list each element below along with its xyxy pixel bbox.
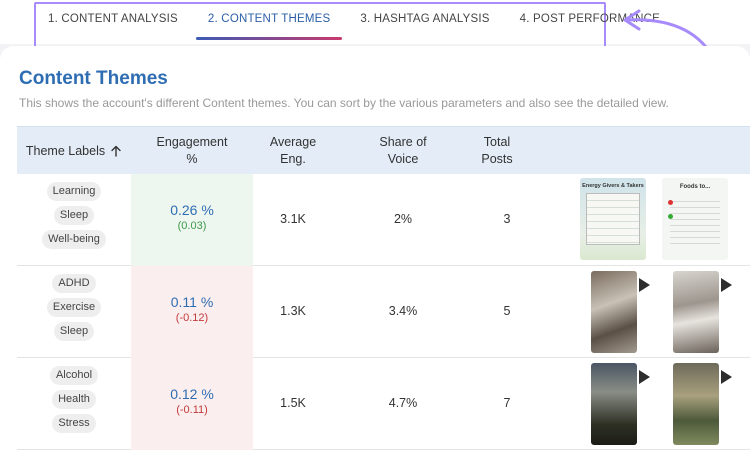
themes-table: Theme Labels Engagement% Average Eng. Sha…	[17, 126, 750, 450]
content-themes-card: Content Themes This shows the account's …	[0, 46, 750, 451]
section-title: Content Themes	[19, 68, 168, 89]
share-of-voice-value: 2%	[393, 212, 413, 226]
share-of-voice-value: 4.7%	[388, 396, 418, 410]
theme-chip[interactable]: Well-being	[42, 230, 106, 249]
header-total-posts[interactable]: Total Posts	[481, 135, 513, 166]
video-thumbnail[interactable]	[591, 363, 637, 445]
tab-hashtag-analysis[interactable]: 3. HASHTAG ANALYSIS	[360, 13, 490, 25]
engagement-delta: (-0.12)	[175, 312, 209, 324]
tabs-highlight-box: 1. CONTENT ANALYSIS 2. CONTENT THEMES 3.…	[34, 2, 660, 48]
video-thumbnail[interactable]	[673, 363, 719, 445]
tab-post-performance[interactable]: 4. POST PERFORMANCE	[519, 13, 661, 25]
theme-chip[interactable]: Sleep	[53, 322, 95, 341]
header-share-of-voice[interactable]: Share of Voice	[379, 135, 427, 166]
theme-chip[interactable]: Sleep	[53, 206, 95, 225]
theme-chip[interactable]: Stress	[52, 414, 96, 433]
engagement-delta: (-0.11)	[176, 404, 208, 416]
post-thumbnail[interactable]: Foods to...	[662, 178, 728, 260]
engagement-value: 0.11 % (-0.12)	[131, 294, 253, 324]
table-row[interactable]: Learning Sleep Well-being 0.26 % (0.03) …	[17, 174, 750, 266]
play-icon	[721, 278, 732, 292]
engagement-delta: (0.03)	[177, 220, 207, 232]
total-posts-value: 7	[503, 396, 511, 410]
table-row[interactable]: ADHD Exercise Sleep 0.11 % (-0.12) 1.3K …	[17, 266, 750, 358]
post-thumbnail[interactable]: Energy Givers & Takers	[580, 178, 646, 260]
tab-content-themes[interactable]: 2. CONTENT THEMES	[195, 4, 343, 40]
average-eng-value: 3.1K	[280, 212, 306, 226]
engagement-cell-bg	[131, 358, 253, 450]
theme-chip[interactable]: Alcohol	[49, 366, 99, 385]
average-eng-value: 1.5K	[280, 396, 306, 410]
share-of-voice-value: 3.4%	[388, 304, 418, 318]
theme-chip[interactable]: ADHD	[52, 274, 96, 293]
total-posts-value: 3	[503, 212, 511, 226]
theme-chip[interactable]: Exercise	[46, 298, 102, 317]
table-row[interactable]: Alcohol Health Stress 0.12 % (-0.11) 1.5…	[17, 358, 750, 450]
engagement-value: 0.26 % (0.03)	[131, 202, 253, 232]
video-thumbnail[interactable]	[673, 271, 719, 353]
tab-content-analysis[interactable]: 1. CONTENT ANALYSIS	[48, 13, 178, 25]
average-eng-value: 1.3K	[280, 304, 306, 318]
play-icon	[639, 370, 650, 384]
engagement-value: 0.12 % (-0.11)	[131, 386, 253, 416]
section-subtitle: This shows the account's different Conte…	[19, 96, 669, 110]
engagement-cell-bg	[131, 174, 253, 266]
play-icon	[639, 278, 650, 292]
total-posts-value: 5	[503, 304, 511, 318]
tab-bar: 1. CONTENT ANALYSIS 2. CONTENT THEMES 3.…	[0, 0, 750, 63]
theme-labels: Alcohol Health Stress	[44, 366, 104, 433]
play-icon	[721, 370, 732, 384]
header-engagement[interactable]: Engagement%	[156, 135, 228, 166]
arrow-up-icon	[111, 145, 121, 157]
engagement-cell-bg	[131, 266, 253, 358]
theme-labels: ADHD Exercise Sleep	[44, 274, 104, 341]
theme-labels: Learning Sleep Well-being	[42, 182, 106, 249]
video-thumbnail[interactable]	[591, 271, 637, 353]
table-header: Theme Labels Engagement% Average Eng. Sha…	[17, 126, 750, 174]
theme-chip[interactable]: Learning	[46, 182, 102, 201]
header-theme-labels[interactable]: Theme Labels	[17, 127, 131, 175]
theme-chip[interactable]: Health	[52, 390, 96, 409]
header-average-eng[interactable]: Average Eng.	[269, 135, 317, 166]
